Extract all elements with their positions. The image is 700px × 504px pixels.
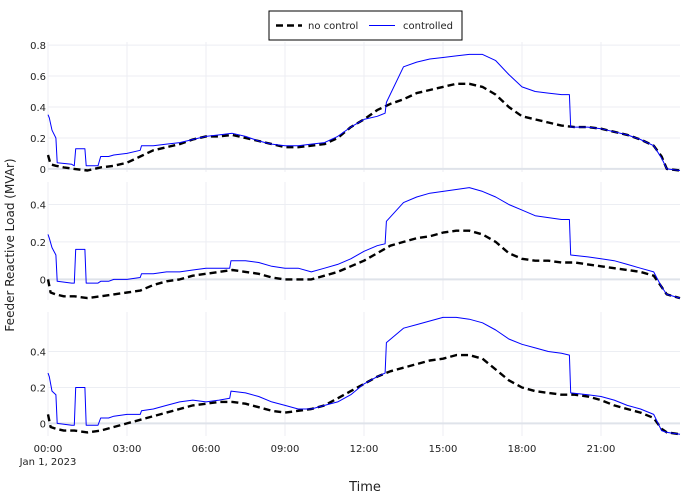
y-tick-label: 0.4 [30, 348, 46, 359]
y-tick-label: 0.2 [30, 134, 46, 145]
x-tick-label: 15:00 [429, 444, 458, 455]
y-tick-label: 0.2 [30, 238, 46, 249]
y-tick-label: 0 [40, 419, 46, 430]
y-axis-title: Feeder Reactive Load (MVAr) [3, 158, 17, 331]
series-line-controlled [47, 316, 681, 435]
y-tick-label: 0.2 [30, 383, 46, 394]
panel-3: 0 0.2 0.4 [30, 312, 681, 436]
x-tick-label: 09:00 [271, 444, 300, 455]
y-tick-label: 0.4 [30, 103, 46, 114]
y-tick-label: 0.6 [30, 72, 46, 83]
x-tick-label: 12:00 [350, 444, 379, 455]
x-axis-title: Time [348, 480, 381, 495]
x-tick-label: 00:00 [34, 444, 63, 455]
chart-panels: 0 0.2 0.4 0.6 0.8 0 0.2 0.4 0 0.2 0.4 [30, 41, 681, 436]
legend-label: controlled [403, 21, 453, 32]
series-line-no-control [46, 353, 681, 436]
panel-1: 0 0.2 0.4 0.6 0.8 [30, 41, 681, 176]
y-tick-label: 0.4 [30, 200, 46, 211]
legend-label: no control [308, 21, 358, 32]
x-tick-label: 21:00 [587, 444, 616, 455]
y-tick-label: 0 [40, 275, 46, 286]
y-tick-label: 0 [40, 165, 46, 176]
legend-item-controlled[interactable]: controlled [369, 21, 453, 32]
x-tick-label: 03:00 [113, 444, 142, 455]
y-tick-label: 0.8 [30, 41, 46, 52]
x-tick-label: 06:00 [192, 444, 221, 455]
series-line-controlled [47, 53, 681, 171]
legend[interactable]: no control controlled [268, 10, 463, 41]
x-tick-label: 18:00 [508, 444, 537, 455]
series-line-controlled [47, 187, 681, 299]
legend-item-no-control[interactable]: no control [276, 21, 358, 32]
panel-2: 0 0.2 0.4 [30, 182, 681, 300]
series-line-no-control [46, 229, 681, 300]
x-axis: 00:00 03:00 06:00 09:00 12:00 15:00 18:00 21:00… [19, 444, 616, 468]
x-date-label: Jan 1, 2023 [19, 457, 77, 468]
